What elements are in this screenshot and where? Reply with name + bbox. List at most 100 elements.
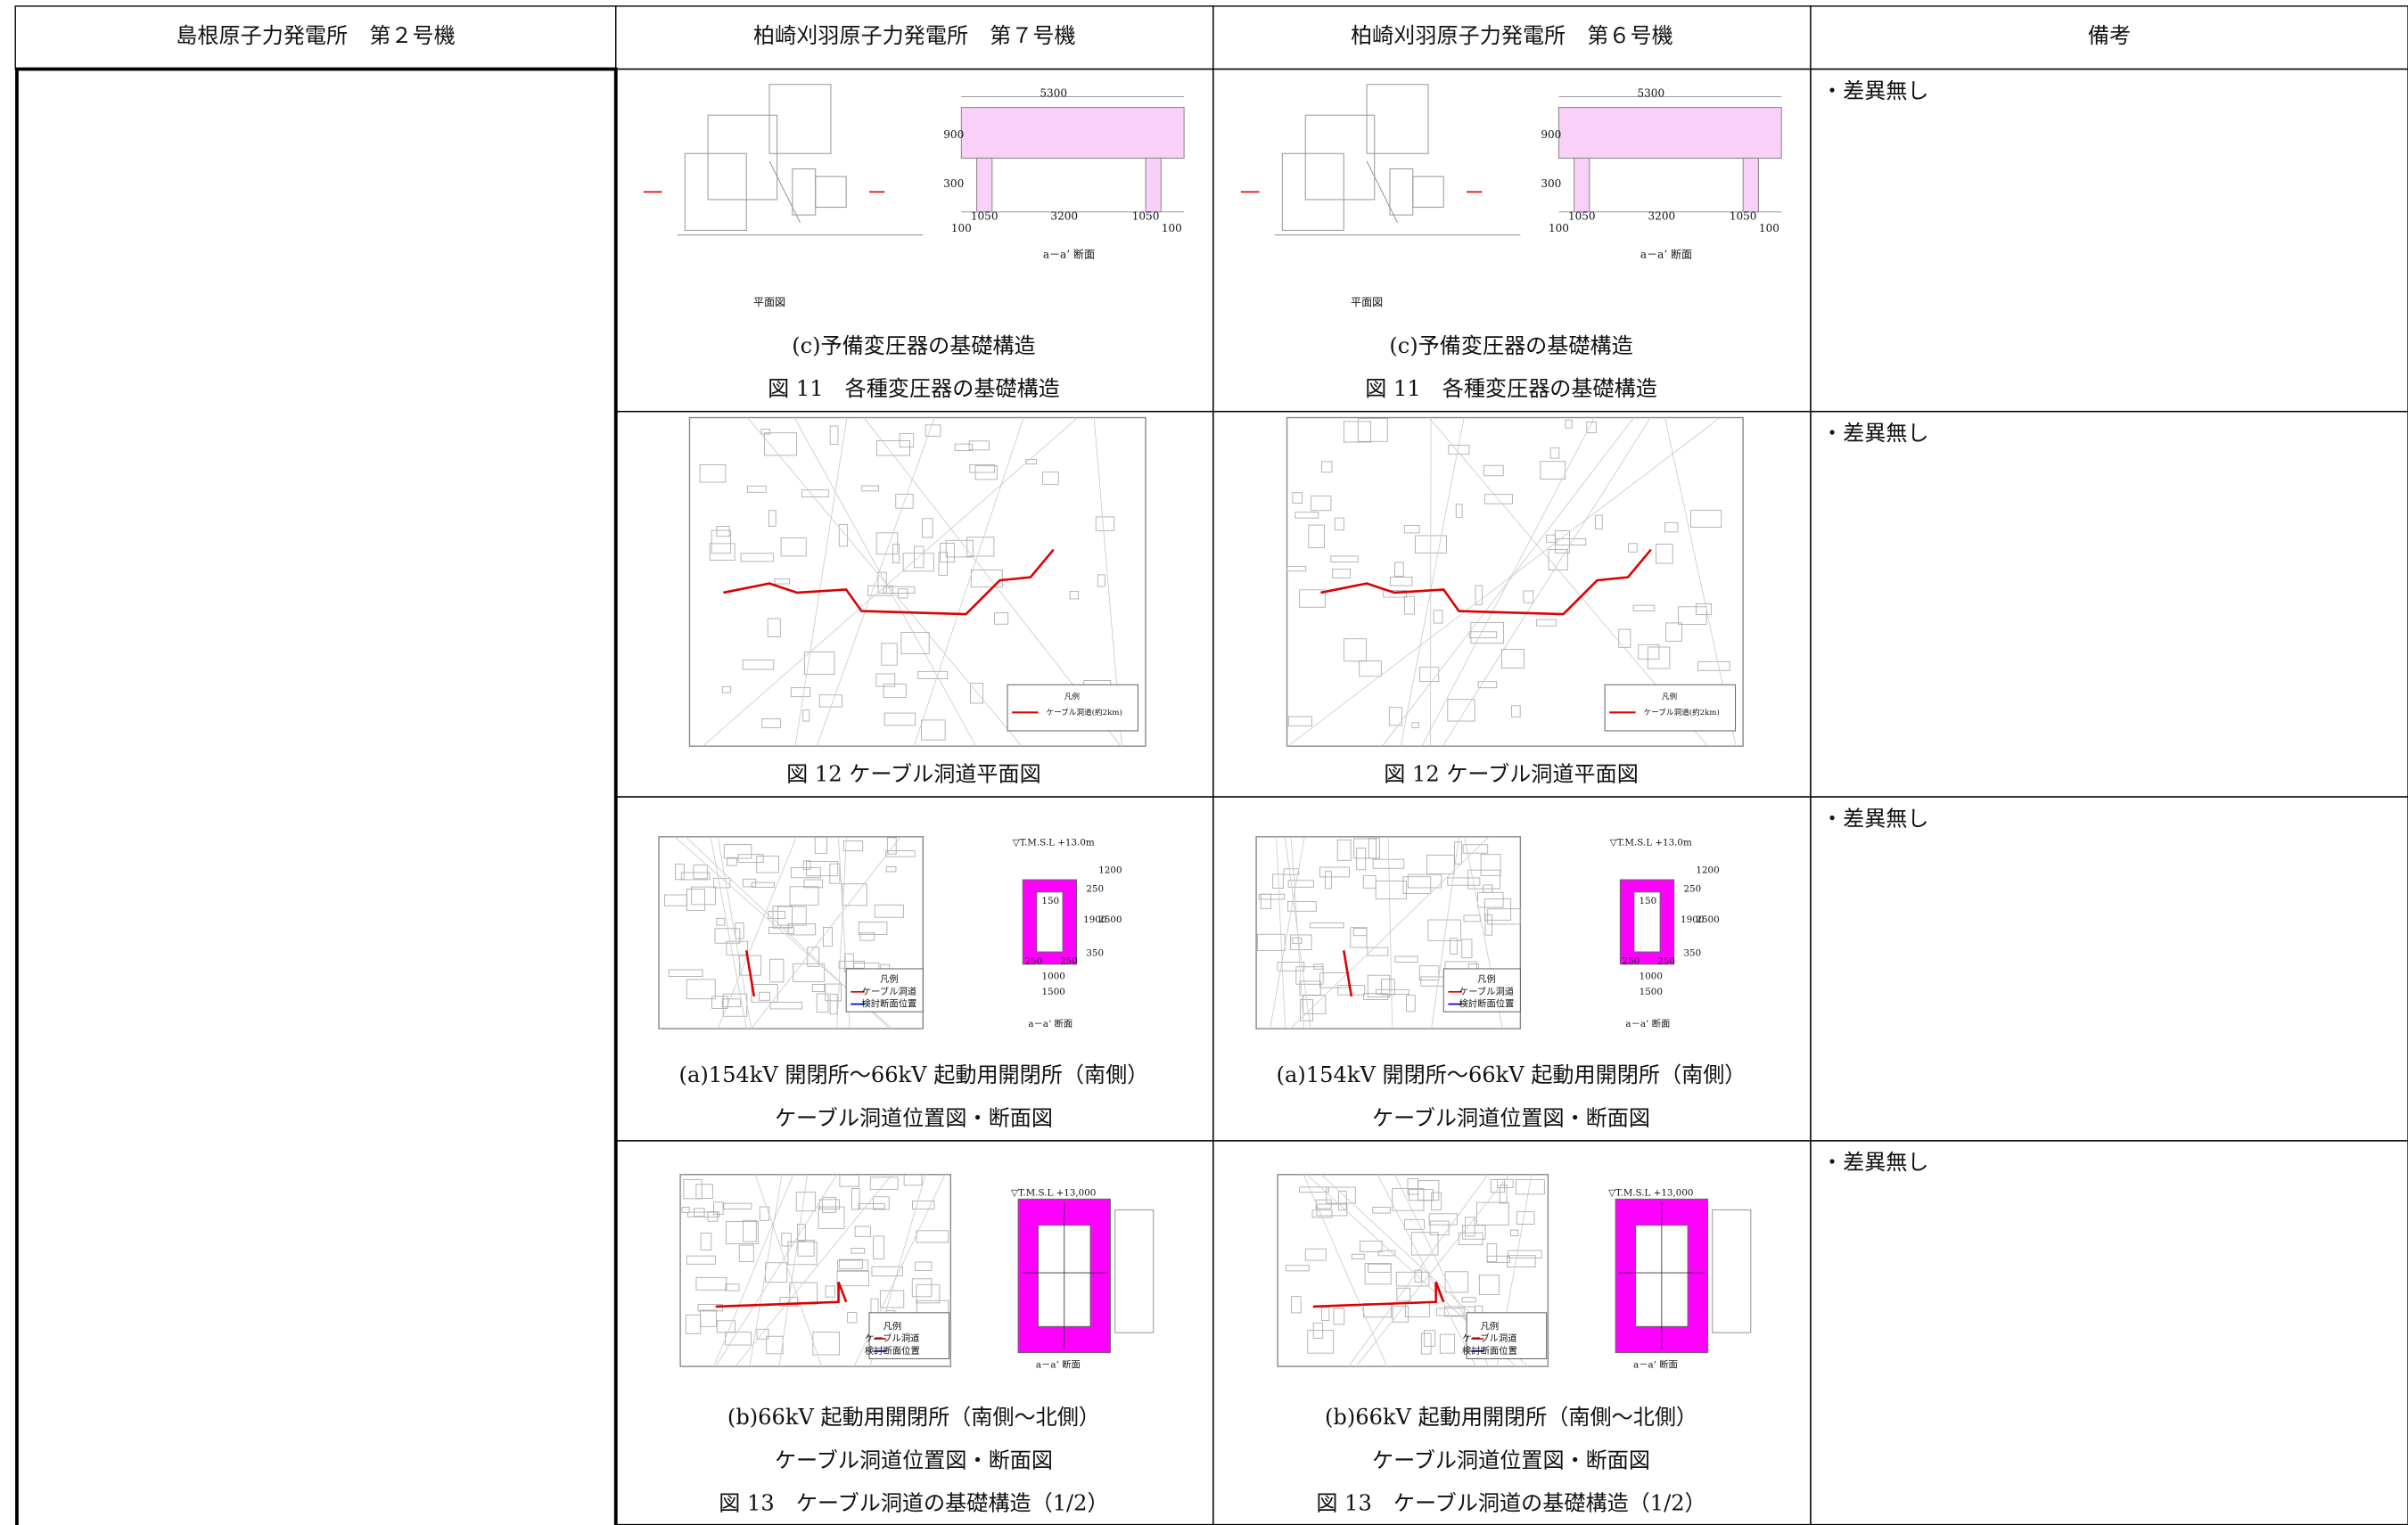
drawing-shape (1461, 1297, 1476, 1303)
drawing-line (794, 417, 848, 747)
cable-route (723, 548, 1055, 616)
drawing-shape (695, 1276, 727, 1291)
drawing-shape (1360, 1240, 1383, 1252)
drawing-shape (1395, 1271, 1430, 1287)
drawing-line (836, 836, 847, 1029)
drawing-shape (756, 856, 780, 873)
drawing-shape (1326, 1186, 1356, 1204)
drawing-shape (1383, 589, 1407, 598)
figure-caption: ケーブル洞道位置図・断面図 (775, 1447, 1053, 1472)
drawing-label: ▽T.M.S.L +13.0m (1013, 838, 1095, 849)
drawing-line (768, 160, 801, 224)
drawing-shape (892, 544, 900, 563)
drawing-label: 2500 (1098, 914, 1122, 925)
drawing-label: 1000 (1640, 972, 1663, 982)
drawing-shape (1465, 1217, 1475, 1237)
drawing-label: 凡例 (880, 973, 899, 985)
drawing-shape (1428, 1213, 1458, 1226)
drawing-shape (1344, 638, 1368, 662)
drawing-shape (1477, 681, 1498, 689)
header-cell: 島根原子力発電所 第２号機 (176, 23, 455, 48)
drawing-shape (1321, 1307, 1330, 1322)
drawing-shape (1097, 574, 1105, 587)
drawing-shape (873, 1235, 884, 1259)
drawing-shape (1406, 995, 1416, 1013)
drawing-label: ケーブル洞道 (1459, 986, 1514, 997)
cable-route (1320, 548, 1652, 616)
drawing-shape (1516, 1211, 1535, 1225)
drawing-shape (1403, 525, 1420, 534)
drawing-label: 平面図 (1351, 296, 1383, 308)
drawing-label: 5300 (1040, 87, 1067, 100)
drawing-shape (759, 991, 770, 1001)
drawing-shape (795, 1192, 817, 1212)
drawing-shape (847, 1312, 858, 1324)
drawing-shape (969, 463, 996, 473)
drawing-shape (838, 1259, 863, 1269)
drawing-shape (839, 1174, 860, 1187)
drawing-label: ▽T.M.S.L +13,000 (1011, 1187, 1096, 1198)
drawing-shape (792, 168, 817, 216)
drawing-shape (691, 886, 716, 906)
remark: ・差異無し (1821, 78, 1929, 103)
figure-caption: ケーブル洞道位置図・断面図 (1372, 1105, 1650, 1130)
drawing-shape (1426, 854, 1455, 875)
drawing-shape (1475, 1201, 1509, 1226)
drawing-shape (716, 917, 726, 926)
drawing-label: 3200 (1050, 209, 1078, 222)
drawing-shape (875, 532, 899, 555)
drawing-shape (803, 879, 824, 889)
drawing-shape (664, 894, 687, 906)
drawing-shape (781, 1233, 792, 1247)
drawing-line (1377, 1174, 1476, 1367)
drawing-line (1355, 1174, 1510, 1367)
drawing-shape (761, 717, 781, 728)
drawing-shape (711, 996, 728, 1009)
figure-caption: (c)予備変圧器の基礎構造 (792, 333, 1035, 358)
drawing-label: 平面図 (753, 296, 785, 308)
drawing-shape (976, 157, 993, 213)
drawing-shape (1407, 873, 1442, 889)
drawing-shape (686, 979, 716, 1000)
drawing-line (1290, 836, 1490, 1029)
drawing-label: 900 (1541, 128, 1561, 141)
drawing-label: 150 (1041, 896, 1059, 906)
drawing-shape (742, 660, 775, 670)
drawing-shape (1402, 876, 1432, 894)
drawing-shape (1351, 1253, 1365, 1260)
drawing-shape (1501, 649, 1525, 669)
figure-caption: 図 13 ケーブル洞道の基礎構造（1/2） (719, 1491, 1108, 1516)
drawing-shape (1256, 933, 1286, 951)
drawing-line (913, 417, 1024, 747)
drawing-shape (1618, 628, 1631, 648)
drawing-shape (883, 684, 907, 698)
drawing-label: 350 (1683, 948, 1701, 959)
drawing-label: 250 (1657, 955, 1675, 966)
drawing-shape (1310, 922, 1344, 929)
drawing-shape (1664, 522, 1679, 533)
drawing-shape (802, 860, 811, 870)
drawing-shape (1114, 1209, 1155, 1333)
drawing-label: ▽T.M.S.L +13,000 (1608, 1187, 1693, 1198)
drawing-shape (615, 5, 1214, 70)
drawing-shape (854, 1226, 872, 1237)
drawing-shape (1290, 934, 1312, 950)
drawing-shape (1260, 893, 1272, 909)
drawing-shape (873, 1196, 890, 1210)
drawing-shape (742, 878, 757, 888)
drawing-shape (711, 529, 731, 554)
drawing-shape (1372, 1206, 1391, 1214)
drawing-shape (787, 923, 817, 936)
drawing-shape (1487, 908, 1521, 925)
drawing-label: 250 (1060, 955, 1078, 966)
drawing-shape (1333, 1308, 1345, 1325)
drawing-shape (797, 1239, 815, 1257)
header-cell: 柏崎刈羽原子力発電所 第６号機 (1351, 23, 1673, 48)
drawing-shape (875, 673, 896, 687)
drawing-line (1276, 836, 1286, 1029)
drawing-shape (1359, 660, 1382, 677)
drawing-shape (1478, 1275, 1500, 1295)
drawing-shape (1810, 796, 2408, 1142)
drawing-label: 検討断面位置 (1462, 1345, 1517, 1357)
drawing-shape (1418, 965, 1440, 980)
